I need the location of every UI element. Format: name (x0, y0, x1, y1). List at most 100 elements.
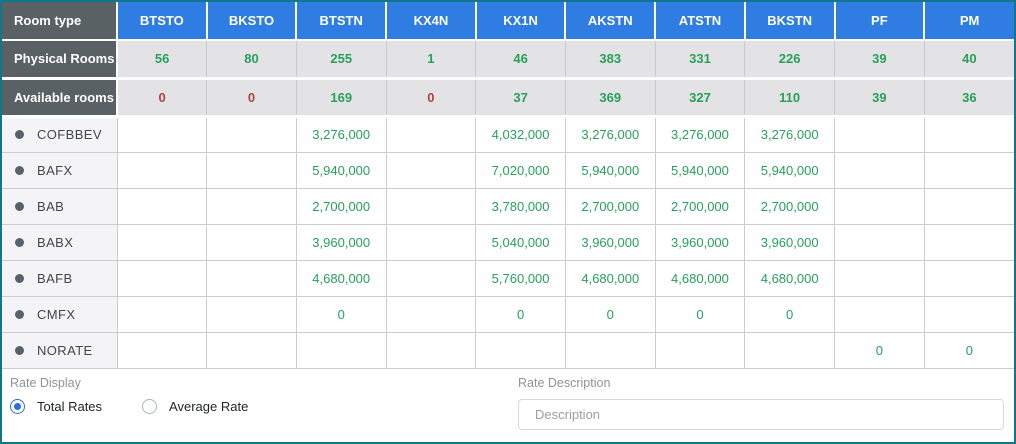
rate-row-label-bafx: BAFX (2, 151, 118, 189)
rate-cell-bafx-pf (834, 151, 925, 189)
rate-cell-babx-kx1n: 5,040,000 (475, 223, 566, 261)
rate-cell-cmfx-atstn: 0 (654, 295, 746, 333)
column-header-akstn: AKSTN (565, 2, 657, 41)
rate-cell-norate-bksto (206, 331, 297, 369)
room-rates-table: Room type BTSTO BKSTO BTSTN KX4N KX1N AKSTN ATS… (2, 2, 1014, 369)
rate-cell-bab-atstn: 2,700,000 (654, 187, 746, 225)
rate-description-section: Rate Description (508, 376, 1014, 443)
rate-row-inner: BAFX (15, 163, 117, 178)
rate-row-inner: BABX (15, 235, 117, 250)
rate-code-text: BAFB (37, 270, 73, 286)
rate-cell-norate-bkstn (744, 331, 835, 369)
physical-rooms-value-kx1n: 46 (475, 40, 566, 80)
bullet-icon (15, 201, 24, 211)
rate-cell-babx-bksto (206, 223, 297, 261)
rate-cell-cofbbev-bkstn: 3,276,000 (744, 115, 835, 153)
rate-cell-bafx-bksto (206, 151, 297, 189)
rate-row-label-cmfx: CMFX (2, 295, 118, 333)
rate-code-text: BAB (37, 198, 65, 214)
rate-row-cofbbev: COFBBEV 3,276,000 4,032,000 3,276,000 3,276,… (2, 115, 1014, 153)
column-header-pm: PM (924, 2, 1014, 41)
physical-rooms-row: Physical Rooms 56 80 255 1 46 383 331 226 39 40 (2, 40, 1014, 80)
rate-cell-bafb-btsto (116, 259, 208, 297)
available-rooms-value-bksto: 0 (206, 78, 297, 118)
rate-display-section: Rate Display Total Rates Average Rate (2, 376, 508, 443)
available-rooms-value-kx4n: 0 (386, 78, 477, 118)
rate-cell-norate-kx1n (475, 331, 566, 369)
rate-code-text: COFBBEV (37, 127, 102, 142)
rate-cell-bafb-kx4n (385, 259, 477, 297)
rate-code-text: NORATE (37, 342, 93, 358)
available-rooms-row: Available rooms 0 0 169 0 37 369 327 110 39 36 (2, 78, 1014, 118)
physical-rooms-value-bkstn: 226 (744, 40, 835, 80)
rate-cell-bab-pf (834, 187, 925, 225)
available-rooms-value-btsto: 0 (117, 78, 208, 118)
rate-cell-babx-btstn: 3,960,000 (295, 223, 387, 261)
rate-row-label-norate: NORATE (2, 331, 118, 369)
rate-cell-cmfx-bkstn: 0 (744, 295, 835, 333)
rate-cell-babx-kx4n (385, 223, 477, 261)
rate-cell-babx-atstn: 3,960,000 (654, 223, 746, 261)
column-header-bksto: BKSTO (206, 2, 298, 41)
rate-row-label-bafb: BAFB (2, 259, 118, 297)
rate-cell-cofbbev-bksto (206, 115, 297, 153)
rate-row-inner: NORATE (15, 343, 117, 358)
rate-cell-bafx-kx4n (385, 151, 477, 189)
radio-option-label: Average Rate (169, 398, 249, 414)
rate-description-label: Rate Description (518, 375, 611, 390)
radio-option-average-rate[interactable]: Average Rate (142, 398, 249, 414)
bullet-icon (15, 345, 24, 355)
rates-table-header: Room type BTSTO BKSTO BTSTN KX4N KX1N AKSTN ATS… (2, 2, 1014, 41)
column-header-atstn: ATSTN (655, 2, 746, 41)
rate-row-label-cofbbev: COFBBEV (2, 115, 118, 153)
rate-cell-bafb-atstn: 4,680,000 (654, 259, 746, 297)
column-header-btstn: BTSTN (296, 2, 388, 41)
physical-rooms-value-pf: 39 (834, 40, 925, 80)
rate-row-bab: BAB 2,700,000 3,780,000 2,700,000 2,700,000 2… (2, 187, 1014, 225)
rate-cell-norate-pm: 0 (923, 331, 1014, 369)
rate-cell-babx-akstn: 3,960,000 (564, 223, 656, 261)
radio-unselected-icon[interactable] (142, 398, 158, 414)
rate-cell-norate-kx4n (385, 331, 477, 369)
rate-row-cmfx: CMFX 0 0 0 0 0 (2, 295, 1014, 333)
available-rooms-value-atstn: 327 (655, 78, 746, 118)
rate-row-babx: BABX 3,960,000 5,040,000 3,960,000 3,960,000… (2, 223, 1014, 261)
radio-option-label: Total Rates (37, 398, 103, 414)
rate-row-label-babx: BABX (2, 223, 118, 261)
bullet-icon (15, 165, 24, 175)
rate-cell-cmfx-pm (923, 295, 1014, 333)
rate-cell-bab-bkstn: 2,700,000 (744, 187, 835, 225)
rate-cell-cmfx-kx1n: 0 (475, 295, 566, 333)
radio-option-total-rates[interactable]: Total Rates (10, 398, 103, 414)
rate-cell-bafb-akstn: 4,680,000 (564, 259, 656, 297)
rate-cell-cofbbev-kx4n (385, 115, 477, 153)
rate-row-norate: NORATE 0 0 (2, 331, 1014, 369)
bullet-icon (15, 309, 24, 319)
rate-cell-cmfx-kx4n (385, 295, 477, 333)
rate-cell-bab-kx4n (385, 187, 477, 225)
rate-code-text: BAFX (37, 162, 73, 178)
radio-selected-icon[interactable] (10, 398, 25, 414)
available-rooms-value-pm: 36 (924, 78, 1014, 118)
rate-cell-bafb-bksto (206, 259, 297, 297)
rate-cell-cofbbev-pm (923, 115, 1014, 153)
rate-cell-bab-kx1n: 3,780,000 (475, 187, 566, 225)
column-header-pf: PF (834, 2, 926, 41)
rate-display-label: Rate Display (10, 375, 81, 390)
physical-rooms-value-pm: 40 (924, 40, 1014, 80)
rate-cell-bab-btstn: 2,700,000 (295, 187, 387, 225)
rate-cell-babx-pf (834, 223, 925, 261)
rate-cell-bab-pm (923, 187, 1014, 225)
rate-description-input[interactable] (518, 398, 1004, 430)
rate-cell-bafx-atstn: 5,940,000 (654, 151, 746, 189)
bullet-icon (15, 273, 24, 283)
rate-row-inner: BAFB (15, 271, 117, 286)
rate-cell-babx-pm (923, 223, 1014, 261)
available-rooms-value-bkstn: 110 (744, 78, 835, 118)
rate-cell-norate-btsto (116, 331, 208, 369)
column-header-bkstn: BKSTN (744, 2, 836, 41)
rate-cell-cmfx-bksto (206, 295, 297, 333)
rates-table-body: Physical Rooms 56 80 255 1 46 383 331 226 39 40 Ava… (2, 40, 1014, 369)
rate-cell-norate-akstn (564, 331, 656, 369)
